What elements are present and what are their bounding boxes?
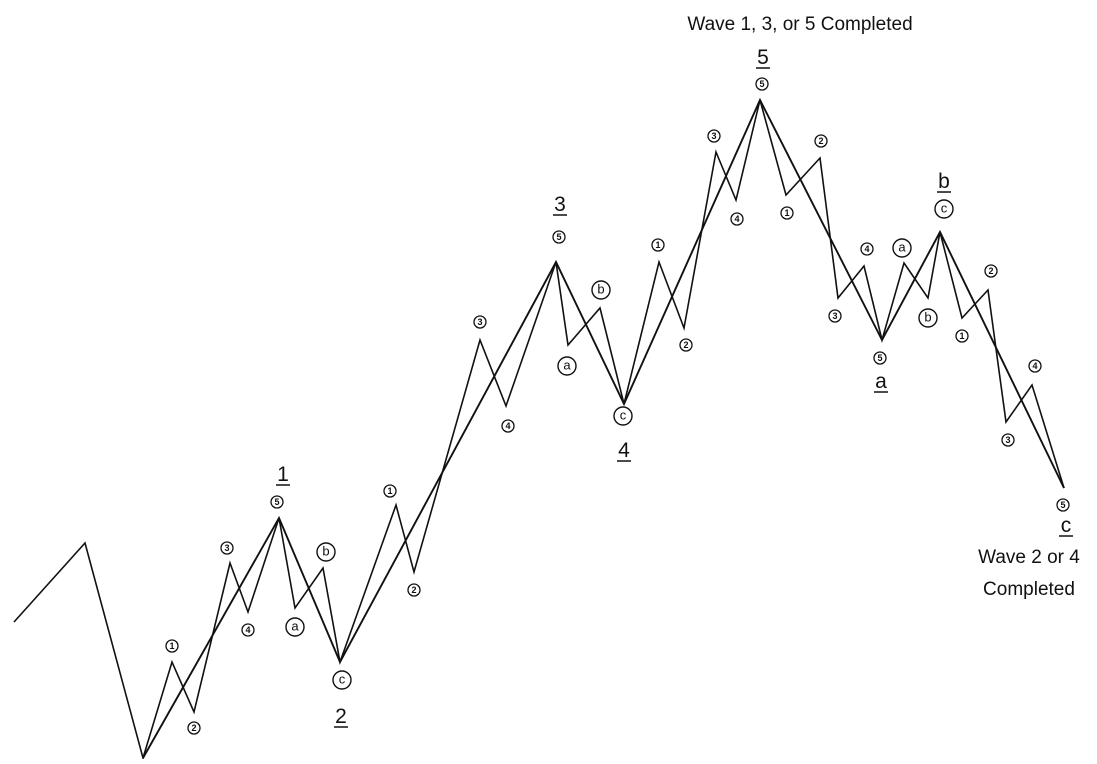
svg-text:3: 3 [832, 311, 837, 321]
svg-text:5: 5 [877, 353, 882, 363]
minor-marker: 3 [707, 129, 721, 143]
svg-text:1: 1 [387, 486, 392, 496]
minor-marker: 1 [780, 206, 794, 220]
minor-marker: 5 [270, 495, 284, 509]
minor-marker: 4 [730, 212, 744, 226]
svg-text:2: 2 [411, 585, 416, 595]
svg-text:c: c [941, 201, 948, 216]
minor-marker: 2 [984, 264, 998, 278]
svg-text:2: 2 [818, 136, 823, 146]
minor-marker: 2 [814, 134, 828, 148]
minor-marker: 5 [873, 351, 887, 365]
svg-text:3: 3 [477, 317, 482, 327]
minor-marker: 3 [473, 315, 487, 329]
svg-text:a: a [563, 358, 571, 373]
correction-marker: c [332, 670, 352, 690]
minor-marker: 4 [241, 623, 255, 637]
minor-marker: 4 [860, 242, 874, 256]
svg-text:3: 3 [711, 131, 716, 141]
svg-text:4: 4 [505, 421, 510, 431]
major-label-5: 5 [757, 46, 769, 69]
svg-text:a: a [291, 619, 299, 634]
minor-marker: 1 [955, 329, 969, 343]
minor-marker: 3 [220, 541, 234, 555]
caption-bottom-line2: Completed [983, 579, 1075, 600]
svg-text:5: 5 [759, 79, 764, 89]
correction-marker: a [285, 617, 305, 637]
minor-marker: 1 [383, 484, 397, 498]
svg-text:5: 5 [1060, 500, 1065, 510]
major-label-a: a [875, 370, 887, 393]
svg-text:5: 5 [274, 497, 279, 507]
major-label-1: 1 [277, 463, 289, 486]
subwave-path [13, 99, 1065, 761]
svg-text:b: b [597, 282, 604, 297]
svg-text:3: 3 [224, 543, 229, 553]
minor-marker: 5 [552, 230, 566, 244]
minor-marker: 3 [828, 309, 842, 323]
major-label-3: 3 [554, 193, 566, 216]
correction-marker: a [892, 238, 912, 258]
correction-marker: c [934, 199, 954, 219]
minor-marker: 4 [501, 419, 515, 433]
correction-marker: b [591, 280, 611, 300]
minor-marker: 1 [651, 238, 665, 252]
minor-marker: 4 [1028, 359, 1042, 373]
caption-top: Wave 1, 3, or 5 Completed [687, 14, 912, 35]
correction-marker: a [557, 356, 577, 376]
svg-text:b: b [322, 544, 329, 559]
correction-marker: c [613, 406, 633, 426]
caption-bottom-line1: Wave 2 or 4 [978, 547, 1080, 568]
svg-text:4: 4 [734, 214, 739, 224]
major-label-b: b [938, 170, 950, 193]
svg-text:4: 4 [245, 625, 250, 635]
svg-text:4: 4 [864, 244, 869, 254]
major-label-c: c [1061, 514, 1072, 537]
svg-text:3: 3 [1005, 435, 1010, 445]
svg-text:1: 1 [784, 208, 789, 218]
svg-text:b: b [924, 310, 931, 325]
svg-text:1: 1 [655, 240, 660, 250]
svg-text:2: 2 [191, 723, 196, 733]
major-label-4: 4 [618, 439, 630, 462]
major-wave-path [142, 97, 1065, 759]
minor-marker: 5 [1056, 498, 1070, 512]
svg-text:4: 4 [1032, 361, 1037, 371]
major-label-2: 2 [335, 705, 347, 728]
svg-text:1: 1 [169, 641, 174, 651]
svg-text:c: c [339, 672, 346, 687]
svg-text:a: a [898, 240, 906, 255]
minor-marker: 2 [187, 721, 201, 735]
correction-marker: b [316, 542, 336, 562]
minor-marker: 1 [165, 639, 179, 653]
minor-marker: 2 [407, 583, 421, 597]
svg-text:1: 1 [959, 331, 964, 341]
svg-text:c: c [620, 408, 627, 423]
svg-text:2: 2 [683, 340, 688, 350]
svg-text:5: 5 [556, 232, 561, 242]
svg-text:2: 2 [988, 266, 993, 276]
minor-marker: 3 [1001, 433, 1015, 447]
minor-marker: 2 [679, 338, 693, 352]
minor-marker: 5 [755, 77, 769, 91]
correction-marker: b [918, 308, 938, 328]
